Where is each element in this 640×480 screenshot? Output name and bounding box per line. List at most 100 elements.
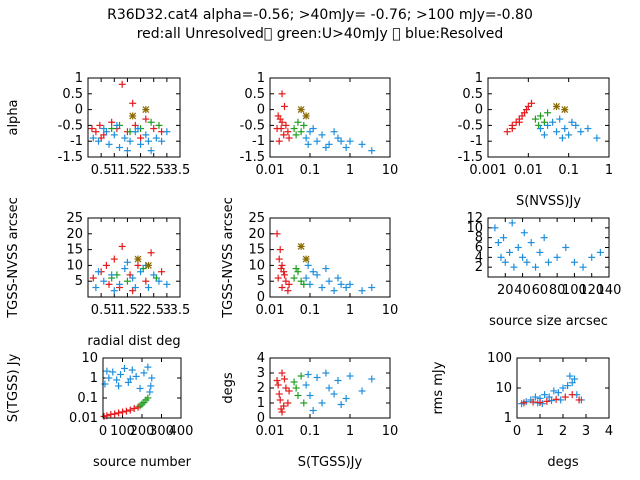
data-point (334, 134, 342, 142)
y-tick-label: -1.5 (58, 150, 83, 165)
x-tick-label: 0.1 (300, 163, 321, 178)
data-point (134, 125, 142, 133)
data-point (536, 248, 544, 256)
data-point (342, 144, 350, 152)
data-point (129, 99, 137, 107)
data-point (273, 377, 281, 384)
data-point (571, 375, 578, 383)
data-point (126, 137, 134, 145)
data-point (120, 364, 128, 372)
data-point (593, 134, 601, 142)
x-axis-label: radial dist deg (87, 334, 180, 349)
data-point (144, 261, 152, 269)
data-point (144, 394, 152, 402)
data-point (137, 140, 145, 148)
y-tick-label: 12 (466, 211, 483, 226)
x-tick-label: 0.5 (91, 303, 112, 318)
data-point (561, 125, 569, 133)
data-point (318, 131, 326, 139)
x-tick-label: 10 (382, 424, 399, 439)
subplot-2: 0.01 0.1 1 10-1.5-1-0.500.51 (240, 71, 399, 178)
y-tick-label: -0.5 (458, 118, 483, 133)
x-tick-label: 300 (149, 424, 174, 439)
data-point (148, 374, 156, 382)
data-point (544, 121, 552, 129)
data-point-d2 (297, 243, 305, 250)
data-point (290, 378, 298, 386)
y-axis-label: degs (221, 372, 236, 404)
x-axis-label: source size arcsec (489, 314, 608, 329)
x-tick-label: 40 (514, 283, 531, 298)
data-point (274, 112, 282, 120)
x-axis-label: source number (93, 455, 192, 470)
data-point (100, 277, 108, 285)
y-axis-label: TGSS-NVSS arcsec (221, 197, 236, 319)
y-tick-label: 0.5 (462, 87, 483, 102)
data-point (510, 263, 518, 271)
data-point (96, 121, 104, 129)
y-tick-label: 3 (257, 366, 265, 381)
data-point (334, 274, 342, 282)
y-tick-label: 1 (257, 71, 265, 86)
data-point (506, 248, 514, 256)
data-point (337, 280, 345, 288)
data-point (110, 255, 118, 263)
data-point (129, 112, 137, 120)
x-tick-label: 1 (110, 163, 118, 178)
data-point (540, 131, 548, 139)
y-tick-label: 4 (475, 250, 483, 265)
y-tick-label: 10 (248, 258, 265, 273)
data-point (284, 399, 292, 407)
x-tick-label: 10 (382, 163, 399, 178)
data-point (110, 131, 118, 139)
data-point (523, 258, 531, 266)
x-tick-label: 2 (559, 424, 567, 439)
data-point (292, 131, 300, 139)
data-point (552, 395, 560, 403)
data-point-d2 (561, 106, 569, 114)
data-point (144, 137, 152, 145)
x-tick-label: 1.5 (117, 303, 138, 318)
x-tick-label: 0.1 (300, 303, 321, 318)
y-tick-label: 0 (257, 103, 265, 118)
data-point (285, 134, 293, 142)
data-point (105, 374, 113, 382)
data-point (132, 372, 140, 380)
y-tick-label: 0 (75, 103, 83, 118)
data-point (140, 369, 148, 377)
data-point (115, 382, 123, 390)
data-point (121, 134, 129, 142)
data-point (130, 404, 138, 412)
data-point (568, 379, 576, 387)
data-point (275, 390, 283, 398)
data-point (280, 271, 288, 279)
title-line-1: R36D32.cat4 alpha=-0.56; >40mJy= -0.76; … (107, 7, 533, 23)
data-point (134, 261, 142, 269)
y-tick-label: 5 (75, 274, 83, 289)
data-point (346, 137, 354, 145)
x-axis-label: S(TGSS)Jy (298, 455, 363, 470)
data-point (304, 371, 312, 378)
x-tick-label: 80 (549, 283, 566, 298)
data-point (346, 280, 354, 288)
data-point (549, 118, 557, 126)
data-point (126, 375, 134, 383)
data-point (280, 375, 288, 383)
y-tick-label: 1 (75, 71, 83, 86)
data-point (294, 268, 302, 276)
data-point (545, 258, 552, 266)
x-tick-label: 100 (110, 424, 135, 439)
x-tick-label: 2.5 (143, 163, 164, 178)
data-point (280, 102, 288, 110)
data-point (322, 144, 330, 152)
data-point (500, 234, 508, 242)
data-point (152, 134, 160, 142)
x-tick-label: 2.5 (143, 303, 164, 318)
y-tick-label: 2 (257, 381, 265, 396)
y-tick-label: 25 (66, 211, 83, 226)
data-point (142, 106, 150, 114)
data-point (572, 121, 580, 129)
